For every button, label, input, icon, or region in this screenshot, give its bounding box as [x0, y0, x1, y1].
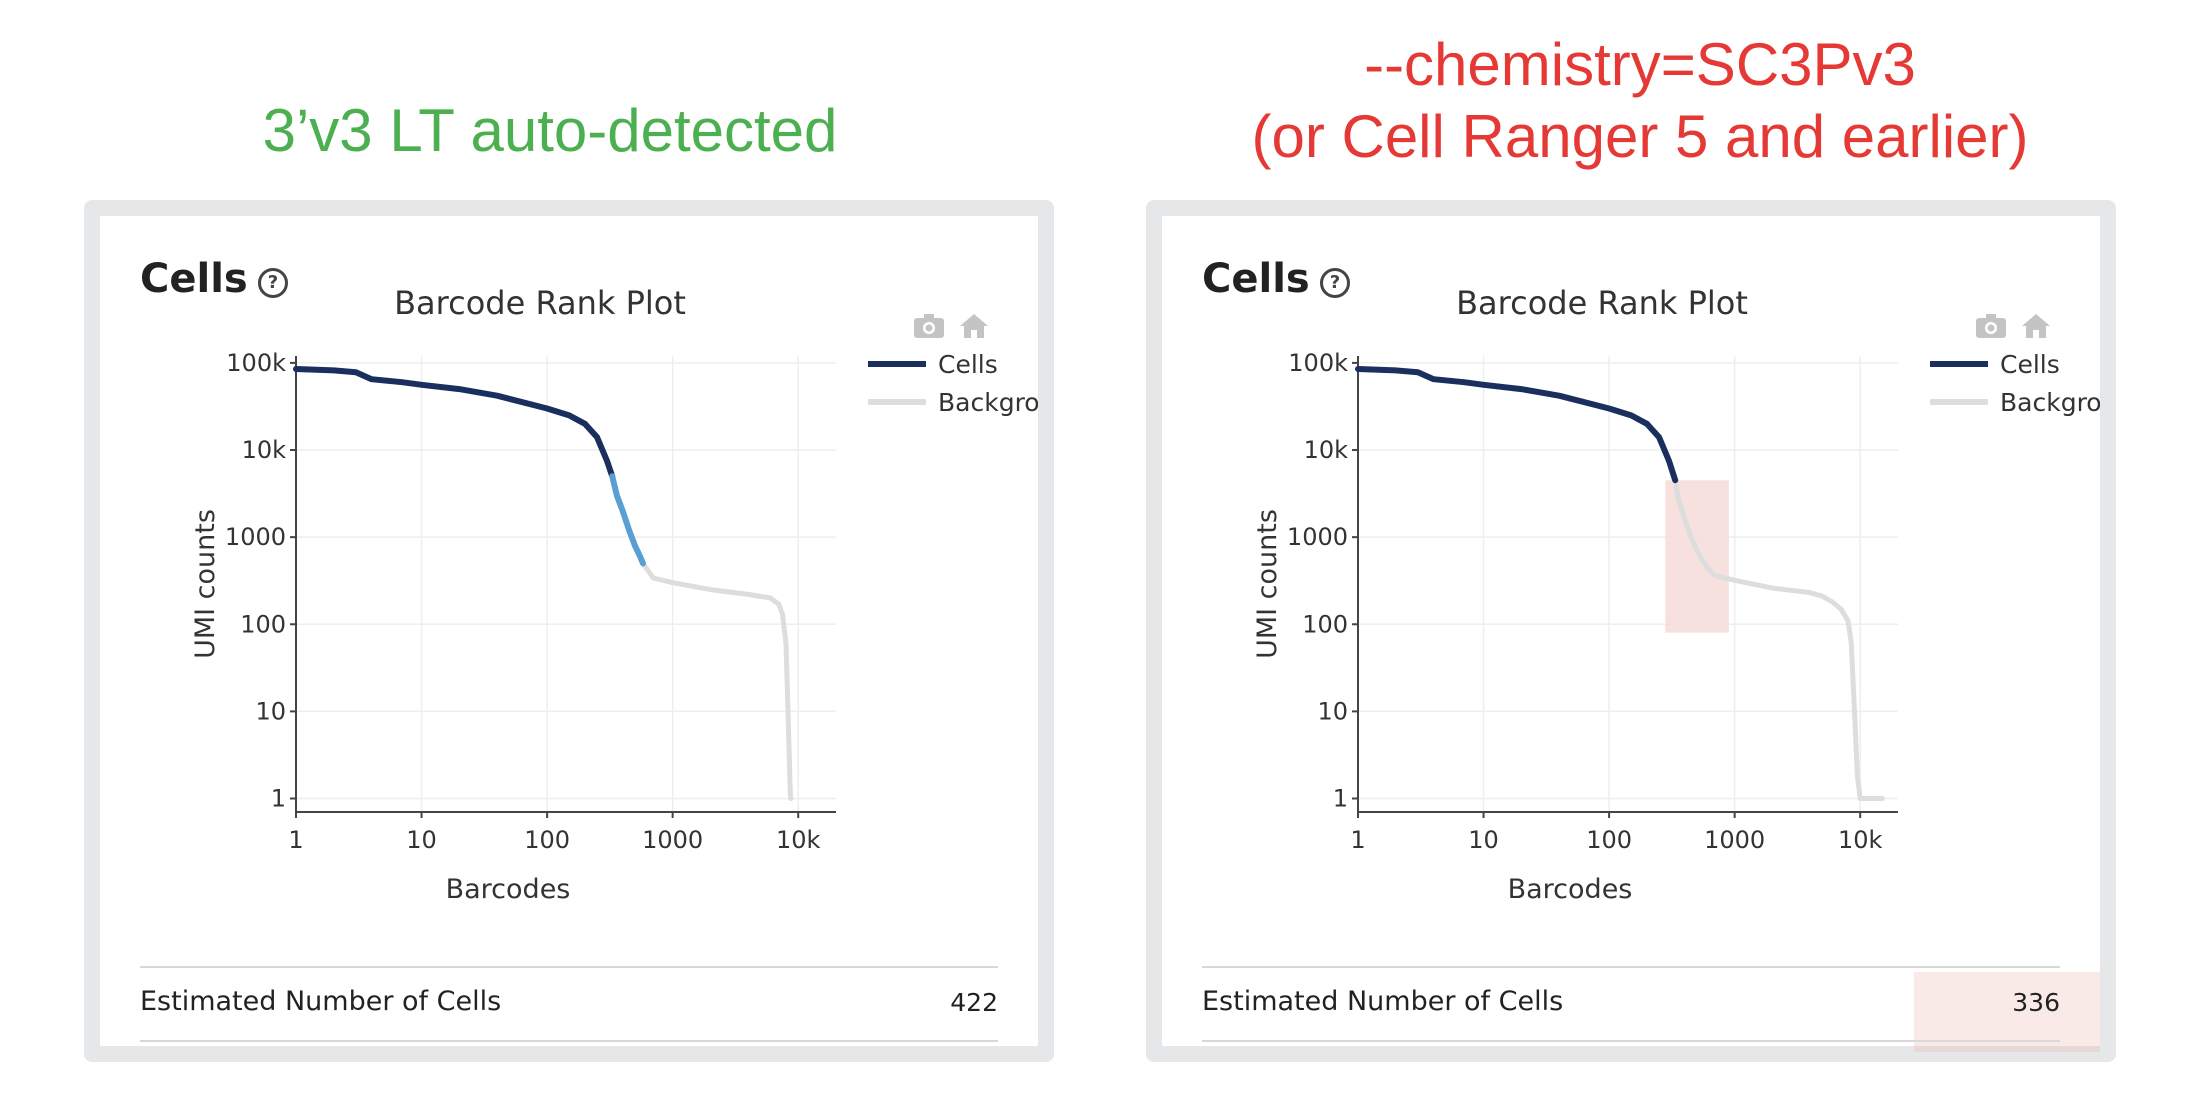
y-tick-label: 1000 [225, 523, 286, 551]
x-tick-label: 1 [288, 826, 303, 854]
y-tick-label: 1000 [1287, 523, 1348, 551]
x-tick-label: 10 [1468, 826, 1499, 854]
x-tick-label: 1 [1350, 826, 1365, 854]
camera-lens-inner [925, 324, 933, 332]
legend-label: Background [938, 388, 1038, 417]
y-tick-label: 1 [271, 785, 286, 813]
x-tick-label: 100 [524, 826, 570, 854]
x-tick-label: 10 [406, 826, 437, 854]
barcode-rank-plot: 1 10 100 1000 10k 1 10 100 1000 10k 100k Barcode Ra… [190, 284, 1038, 905]
y-tick-label: 100k [226, 349, 286, 377]
estimated-cells-value: 422 [950, 988, 998, 1017]
x-tick-label: 1000 [642, 826, 703, 854]
series-line-background [1672, 477, 1885, 801]
right-heading-line2: (or Cell Ranger 5 and earlier) [1251, 103, 2029, 170]
question-circle-icon[interactable]: ? [258, 268, 288, 298]
legend-label: Cells [938, 350, 998, 379]
barcode-rank-plot: 1 10 100 1000 10k 1 10 100 1000 10k 100k Barcode Ra… [1252, 284, 2100, 905]
right-heading-line1: --chemistry=SC3Pv3 [1364, 31, 1916, 98]
y-tick-label: 10k [1304, 436, 1349, 464]
series-line-cells [1355, 366, 1679, 484]
y-tick-label: 1 [1333, 785, 1348, 813]
camera-icon[interactable] [1976, 314, 2006, 338]
summary-row: Estimated Number of Cells 422 [140, 966, 998, 1042]
y-tick-label: 100 [240, 610, 286, 638]
y-tick-label: 100 [1302, 610, 1348, 638]
estimated-cells-value: 336 [2012, 988, 2060, 1017]
series-line-transition [609, 473, 646, 567]
cells-panel-right: Cells ? 1 10 100 1000 10k 1 10 100 1000 10k 100k Ba… [1146, 200, 2116, 1062]
home-icon[interactable] [2022, 314, 2050, 338]
y-tick-label: 10 [1317, 697, 1348, 725]
cells-panel-left: Cells ? 1 10 100 1000 10k 1 10 100 1000 10k 100k Ba… [84, 200, 1054, 1062]
camera-top [924, 314, 934, 320]
y-tick-label: 10k [242, 436, 287, 464]
x-axis-label: Barcodes [1508, 874, 1633, 905]
home-icon[interactable] [960, 314, 988, 338]
x-axis-label: Barcodes [446, 874, 571, 905]
camera-top [1986, 314, 1996, 320]
panel-body: Cells ? 1 10 100 1000 10k 1 10 100 1000 10k 100k Ba… [100, 216, 1038, 1046]
section-title: Cells [1202, 256, 1310, 302]
y-axis-label: UMI counts [190, 509, 221, 659]
x-tick-label: 10k [1838, 826, 1883, 854]
home-shape [960, 314, 988, 338]
y-tick-label: 10 [255, 697, 286, 725]
chart-title: Barcode Rank Plot [1456, 284, 1748, 322]
question-circle-icon[interactable]: ? [1320, 268, 1350, 298]
legend-label: Background [2000, 388, 2100, 417]
left-heading: 3’v3 LT auto-detected [262, 97, 838, 164]
x-tick-label: 100 [1586, 826, 1632, 854]
panel-body: Cells ? 1 10 100 1000 10k 1 10 100 1000 10k 100k Ba… [1162, 216, 2100, 1052]
highlight-region [1665, 480, 1729, 633]
series-line-background [640, 560, 794, 801]
section-title: Cells [140, 256, 248, 302]
y-tick-label: 100k [1288, 349, 1348, 377]
y-axis-label: UMI counts [1252, 509, 1283, 659]
home-shape [2022, 314, 2050, 338]
legend-label: Cells [2000, 350, 2060, 379]
summary-label: Estimated Number of Cells [140, 986, 502, 1017]
camera-icon[interactable] [914, 314, 944, 338]
x-tick-label: 1000 [1704, 826, 1765, 854]
value-highlight [1914, 972, 2100, 1052]
x-tick-label: 10k [776, 826, 821, 854]
summary-label: Estimated Number of Cells [1202, 986, 1564, 1017]
camera-lens-inner [1987, 324, 1995, 332]
chart-title: Barcode Rank Plot [394, 284, 686, 322]
summary-row: Estimated Number of Cells 336 [1202, 966, 2060, 1042]
series-line-cells [293, 366, 616, 480]
